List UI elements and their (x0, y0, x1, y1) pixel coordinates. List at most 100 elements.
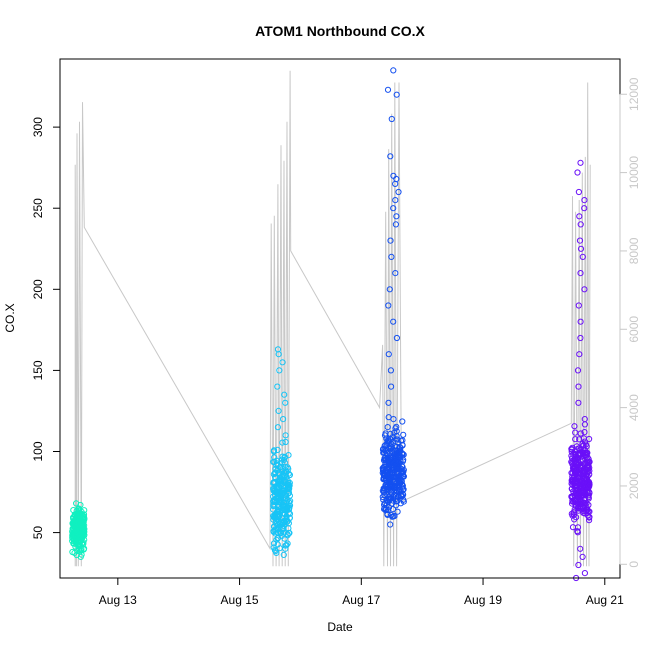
series-3-point-305 (569, 459, 576, 466)
y2-tick-label-4: 8000 (627, 237, 641, 264)
series-2-outlier-23 (385, 399, 392, 406)
series-1-point-256 (283, 513, 290, 520)
series-2-point-212 (399, 490, 406, 497)
series-0-point-189 (79, 522, 86, 529)
series-2-point-317 (394, 471, 401, 478)
series-3-point-283 (576, 490, 583, 497)
series-0-point-210 (70, 517, 77, 524)
series-2-outlier-3 (388, 115, 395, 123)
series-2-point-197 (387, 489, 394, 496)
series-1-point-188 (284, 464, 291, 471)
series-2-point-315 (399, 450, 406, 457)
series-0-point-217 (71, 520, 78, 527)
series-3-outlier-18 (575, 399, 582, 406)
chart-title: ATOM1 Northbound CO.X (255, 23, 425, 39)
series-1-outlier-1 (274, 424, 281, 431)
series-3-point-271 (574, 524, 582, 531)
series-1-point-243 (285, 486, 292, 493)
series-1-outlier-0 (282, 432, 289, 439)
series-3-point-238 (572, 456, 580, 463)
plot-frame (59, 58, 621, 579)
series-1-point-246 (285, 530, 293, 537)
series-1-point-232 (277, 500, 284, 507)
series-1-point-194 (270, 493, 277, 500)
series-0-outlier-0 (77, 553, 84, 561)
series-3-point-315 (586, 479, 593, 486)
series-3-point-316 (569, 476, 576, 483)
series-2-point-283 (381, 456, 389, 463)
series-2-point-305 (387, 443, 394, 450)
series-3-point-308 (579, 456, 586, 463)
series-2-point-238 (393, 423, 400, 430)
series-2-outlier-21 (387, 367, 394, 374)
series-0-point-194 (70, 540, 77, 547)
series-2-outlier-19 (393, 334, 400, 342)
series-1-point-223 (271, 479, 278, 486)
series-3-outlier-10 (577, 270, 584, 277)
series-2-point-312 (381, 489, 388, 496)
series-1-outlier-7 (276, 367, 283, 374)
series-2-outlier-14 (388, 253, 395, 260)
series-2-point-179 (380, 449, 387, 456)
series-1-point-216 (280, 519, 288, 526)
y-tick-label-5: 300 (31, 117, 45, 137)
series-1-point-257 (285, 505, 292, 512)
series-3-outlier-7 (576, 237, 584, 244)
series-2-point-316 (393, 489, 400, 497)
series-1-point-220 (281, 453, 288, 460)
series-2-point-310 (393, 498, 400, 505)
series-2-point-286 (395, 493, 402, 500)
series-1-point-214 (283, 473, 290, 481)
y-axis-left: 50 100 150 200 250 300 (31, 117, 61, 540)
series-3-point-267 (586, 514, 593, 521)
series-1-point-208 (272, 473, 279, 480)
series-2-outlier-20 (385, 351, 392, 358)
series-2-point-313 (385, 473, 392, 480)
series-2-point-142 (384, 424, 391, 431)
series-0-point-101 (69, 548, 76, 556)
series-3-point-301 (576, 480, 583, 487)
series-3-outlier-16 (574, 367, 582, 374)
series-3-outlier-24 (577, 545, 584, 552)
series-2-point-319 (399, 463, 406, 470)
series-3-outlier-6 (577, 221, 584, 228)
series-1-point-182 (271, 454, 278, 461)
series-2-point-293 (385, 495, 392, 502)
series-3-point-314 (584, 470, 591, 477)
series-2-point-138 (389, 506, 397, 513)
series-2-point-298 (395, 454, 402, 462)
series-3-outlier-23 (579, 553, 586, 561)
series-3-point-206 (571, 423, 578, 430)
series-3-point-261 (569, 512, 576, 519)
series-1-outlier-6 (274, 383, 281, 390)
secondary-series-line (74, 70, 591, 567)
series-2-point-139 (398, 492, 405, 499)
series-1-point-258 (276, 498, 283, 505)
series-1-point-239 (277, 492, 284, 499)
series-3-point-312 (580, 504, 587, 511)
series-3-point-307 (579, 449, 587, 456)
series-0-point-219 (81, 525, 88, 533)
series-1-point-254 (274, 526, 281, 533)
series-2-outlier-16 (386, 286, 393, 293)
series-3-outlier-11 (581, 286, 588, 293)
series-3-outlier-14 (577, 334, 584, 342)
series-3-point-294 (576, 479, 583, 486)
series-1-outlier-4 (282, 399, 289, 406)
series-1-point-206 (273, 462, 280, 469)
series-3-point-282 (582, 482, 589, 490)
series-2-point-308 (392, 459, 399, 466)
series-2-outlier-7 (392, 180, 399, 187)
series-0-point-193 (80, 539, 87, 546)
secondary-series-layer (74, 70, 591, 567)
series-2-outlier-1 (384, 86, 392, 93)
series-0-point-181 (77, 514, 84, 521)
series-3-outlier-9 (579, 253, 586, 260)
y-tick-label-0: 50 (31, 526, 45, 540)
series-2-point-300 (384, 441, 391, 448)
series-1-point-209 (280, 525, 287, 533)
series-3-outlier-0 (577, 159, 584, 166)
x-tick-label-4: Aug 21 (586, 593, 624, 607)
series-3-point-317 (582, 501, 589, 508)
